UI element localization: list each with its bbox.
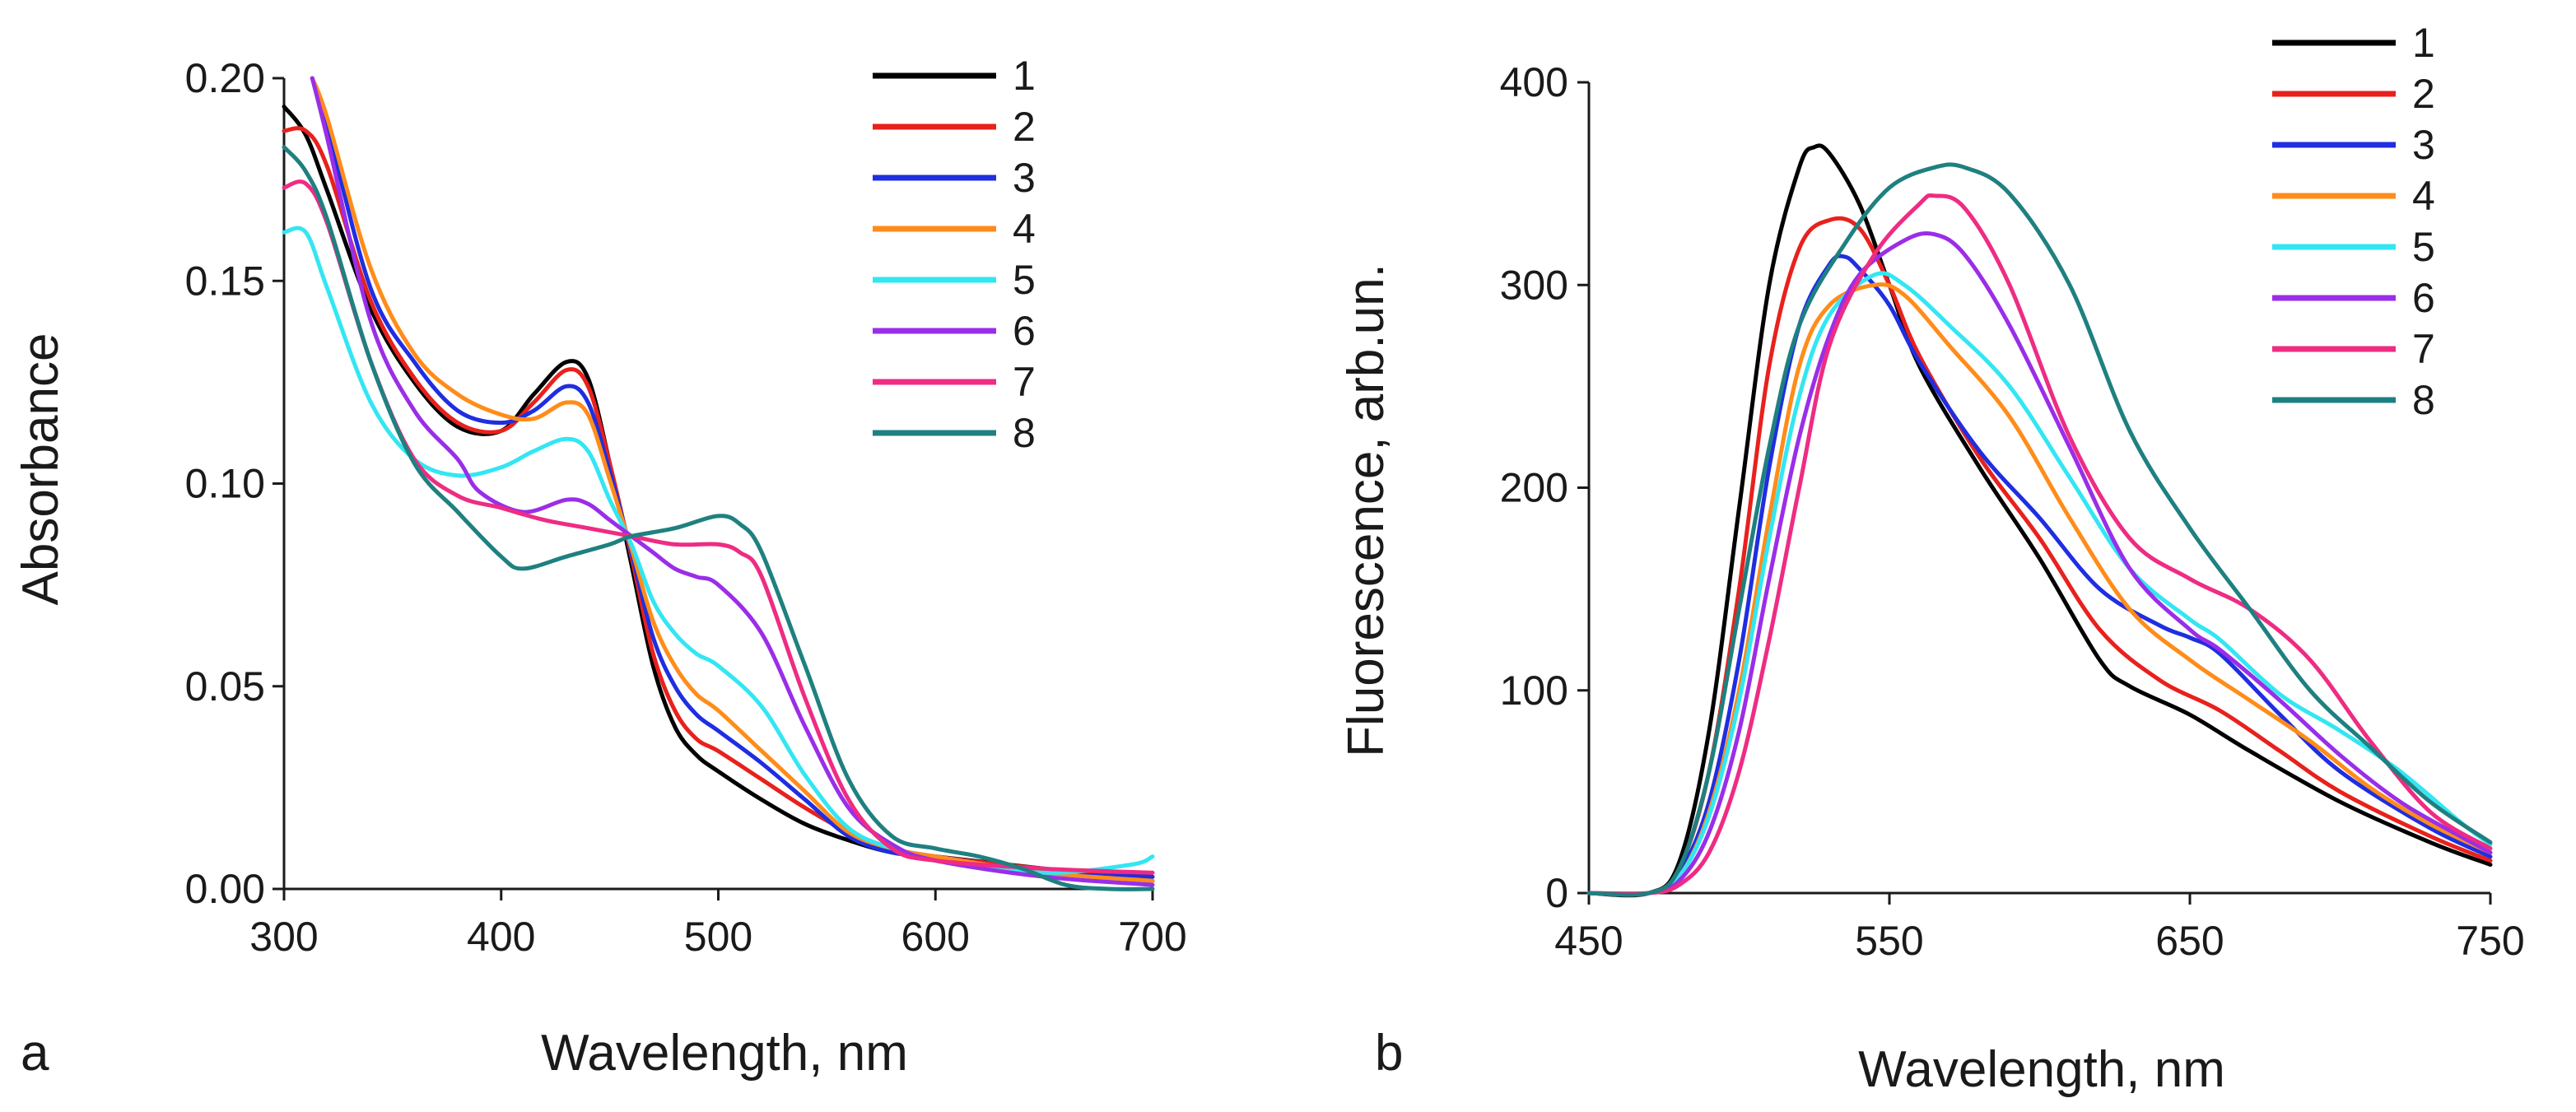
x-axis-label: Wavelength, nm (1858, 1041, 2225, 1098)
absorbance-chart: 0.00 0.05 0.10 0.15 0.20 300 400 500 600 700 1 2 3… (12, 53, 1187, 1082)
legend-label-7: 7 (1013, 359, 1036, 405)
y-axis-label: Absorbance (12, 333, 69, 606)
x-tick-label: 550 (1855, 918, 1923, 964)
legend-label-5: 5 (1013, 257, 1036, 303)
data-series (282, 76, 1155, 891)
legend-label-4: 4 (1013, 206, 1036, 252)
legend-label-2: 2 (1013, 104, 1036, 150)
y-tick-label: 0.10 (185, 461, 265, 507)
x-ticks: 450 550 650 750 (1554, 893, 2525, 964)
legend-label-3: 3 (2412, 122, 2435, 168)
y-tick-label: 200 (1500, 465, 1568, 511)
series-7-line (1586, 193, 2493, 896)
y-ticks: 0.00 0.05 0.10 0.15 0.20 (185, 55, 284, 912)
series-8-line (1586, 162, 2493, 897)
x-tick-label: 750 (2456, 918, 2524, 964)
legend-label-4: 4 (2412, 173, 2435, 219)
legend: 1 2 3 4 5 6 7 8 (873, 53, 1036, 456)
series-6-line (310, 76, 1155, 887)
legend-label-7: 7 (2412, 326, 2435, 372)
legend: 1 2 3 4 5 6 7 8 (2272, 20, 2435, 423)
fluorescence-chart: 0 100 200 300 400 450 550 650 750 1 2 3 4 5 6 7 8 Fluo… (1338, 20, 2525, 1098)
x-tick-label: 450 (1554, 918, 1623, 964)
y-tick-label: 400 (1500, 59, 1568, 105)
panel-label-a: a (21, 1025, 49, 1082)
x-tick-label: 650 (2155, 918, 2224, 964)
legend-label-8: 8 (1013, 410, 1036, 456)
panel-label-b: b (1375, 1025, 1403, 1082)
y-tick-label: 0.00 (185, 866, 265, 912)
y-ticks: 0 100 200 300 400 (1500, 59, 1589, 916)
series-8-line (282, 145, 1155, 891)
series-6-line (1586, 230, 2493, 896)
y-tick-label: 0.05 (185, 663, 265, 710)
series-5-line (1586, 271, 2493, 896)
x-ticks: 300 400 500 600 700 (249, 889, 1187, 960)
y-tick-label: 0.20 (185, 55, 265, 101)
y-tick-label: 300 (1500, 262, 1568, 308)
y-tick-label: 100 (1500, 668, 1568, 714)
y-tick-label: 0.15 (185, 258, 265, 304)
legend-label-5: 5 (2412, 224, 2435, 270)
data-series (1586, 143, 2493, 898)
legend-label-8: 8 (2412, 377, 2435, 423)
x-tick-label: 600 (901, 914, 970, 960)
legend-label-3: 3 (1013, 155, 1036, 201)
x-tick-label: 500 (684, 914, 752, 960)
legend-label-1: 1 (2412, 20, 2435, 66)
y-axis-label: Fluorescence, arb.un. (1338, 263, 1395, 757)
x-tick-label: 300 (249, 914, 318, 960)
legend-label-2: 2 (2412, 71, 2435, 117)
x-axis-label: Wavelength, nm (541, 1025, 908, 1082)
series-4-line (1586, 282, 2493, 896)
legend-label-1: 1 (1013, 53, 1036, 99)
series-3-line (1586, 254, 2493, 897)
legend-label-6: 6 (2412, 275, 2435, 321)
series-3-line (310, 76, 1155, 879)
x-tick-label: 700 (1118, 914, 1186, 960)
x-tick-label: 400 (467, 914, 535, 960)
y-tick-label: 0 (1545, 870, 1568, 916)
legend-label-6: 6 (1013, 308, 1036, 354)
